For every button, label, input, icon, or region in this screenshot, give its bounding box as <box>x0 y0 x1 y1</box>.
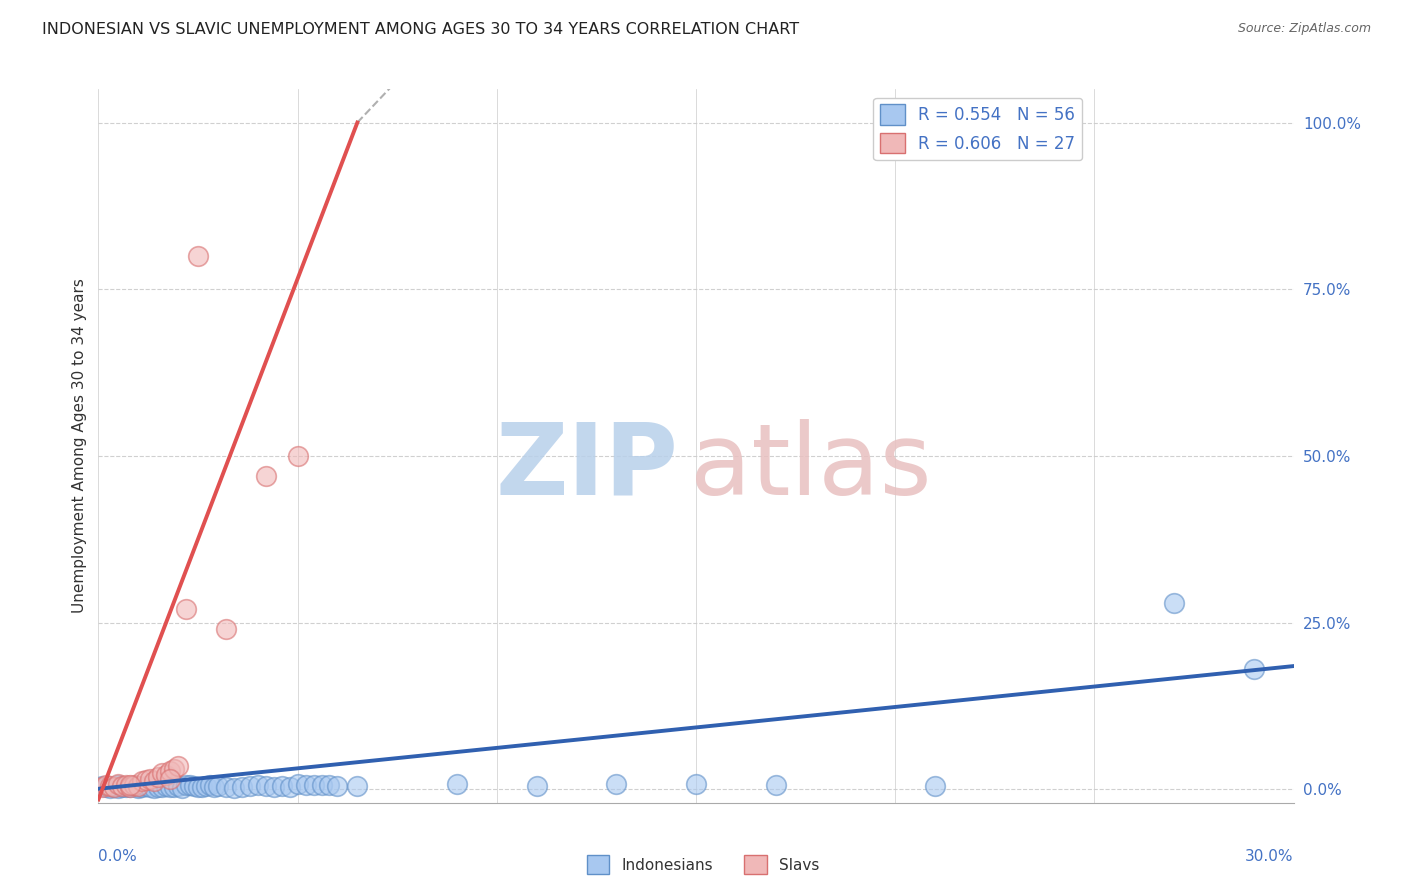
Y-axis label: Unemployment Among Ages 30 to 34 years: Unemployment Among Ages 30 to 34 years <box>72 278 87 614</box>
Point <box>115 779 138 793</box>
Point <box>222 781 245 796</box>
Point <box>103 780 125 795</box>
Point <box>198 779 221 793</box>
Point <box>159 764 181 778</box>
Point <box>127 781 149 796</box>
Text: 30.0%: 30.0% <box>1246 849 1294 864</box>
Point <box>163 763 186 777</box>
Text: 0.0%: 0.0% <box>98 849 138 864</box>
Point <box>107 777 129 791</box>
Text: ZIP: ZIP <box>495 419 678 516</box>
Point <box>287 777 309 791</box>
Point <box>143 774 166 789</box>
Point <box>127 779 149 793</box>
Point <box>215 780 238 794</box>
Point <box>96 780 118 795</box>
Point <box>187 780 209 794</box>
Point <box>183 779 205 793</box>
Point <box>311 778 333 792</box>
Legend: R = 0.554   N = 56, R = 0.606   N = 27: R = 0.554 N = 56, R = 0.606 N = 27 <box>873 97 1083 160</box>
Point <box>685 777 707 791</box>
Point <box>326 779 349 793</box>
Text: INDONESIAN VS SLAVIC UNEMPLOYMENT AMONG AGES 30 TO 34 YEARS CORRELATION CHART: INDONESIAN VS SLAVIC UNEMPLOYMENT AMONG … <box>42 22 799 37</box>
Point <box>254 779 277 793</box>
Point <box>167 759 190 773</box>
Point <box>111 779 134 793</box>
Point <box>239 779 262 793</box>
Point <box>100 781 122 796</box>
Point <box>263 780 285 794</box>
Point <box>346 779 368 793</box>
Point <box>135 773 157 788</box>
Point <box>172 781 194 796</box>
Point <box>174 602 197 616</box>
Point <box>1163 596 1185 610</box>
Point <box>163 780 186 795</box>
Point <box>318 779 340 793</box>
Point <box>148 771 170 785</box>
Point <box>120 780 142 794</box>
Point <box>287 449 309 463</box>
Point <box>139 772 162 786</box>
Legend: Indonesians, Slavs: Indonesians, Slavs <box>581 849 825 880</box>
Point <box>135 779 157 793</box>
Point <box>246 779 269 793</box>
Point <box>202 780 225 795</box>
Point <box>1243 662 1265 676</box>
Point <box>174 779 197 793</box>
Point <box>278 780 301 795</box>
Point <box>155 768 177 782</box>
Point <box>120 780 142 795</box>
Point <box>91 780 114 794</box>
Point <box>179 779 201 793</box>
Point <box>231 780 253 795</box>
Point <box>124 779 146 793</box>
Point <box>107 781 129 796</box>
Point <box>167 779 190 793</box>
Point <box>207 779 229 793</box>
Point <box>120 779 142 793</box>
Point <box>111 780 134 795</box>
Point <box>605 777 627 791</box>
Point <box>91 779 114 793</box>
Point <box>270 779 292 793</box>
Point <box>127 780 149 794</box>
Point <box>526 779 548 793</box>
Point <box>195 779 218 793</box>
Text: atlas: atlas <box>690 419 932 516</box>
Point <box>191 780 214 794</box>
Point <box>155 779 177 793</box>
Point <box>765 779 787 793</box>
Point <box>159 772 181 787</box>
Point <box>131 774 153 789</box>
Point <box>131 780 153 794</box>
Point <box>124 778 146 792</box>
Point <box>150 780 173 795</box>
Point <box>254 469 277 483</box>
Point <box>115 780 138 794</box>
Point <box>100 779 122 793</box>
Point <box>159 780 181 794</box>
Point <box>215 623 238 637</box>
Point <box>302 779 325 793</box>
Point <box>107 779 129 793</box>
Point <box>446 777 468 791</box>
Point <box>187 249 209 263</box>
Point <box>139 780 162 795</box>
Point <box>150 765 173 780</box>
Point <box>294 779 316 793</box>
Point <box>143 781 166 796</box>
Text: Source: ZipAtlas.com: Source: ZipAtlas.com <box>1237 22 1371 36</box>
Point <box>148 780 170 794</box>
Point <box>924 779 946 793</box>
Point <box>103 780 125 794</box>
Point <box>96 779 118 793</box>
